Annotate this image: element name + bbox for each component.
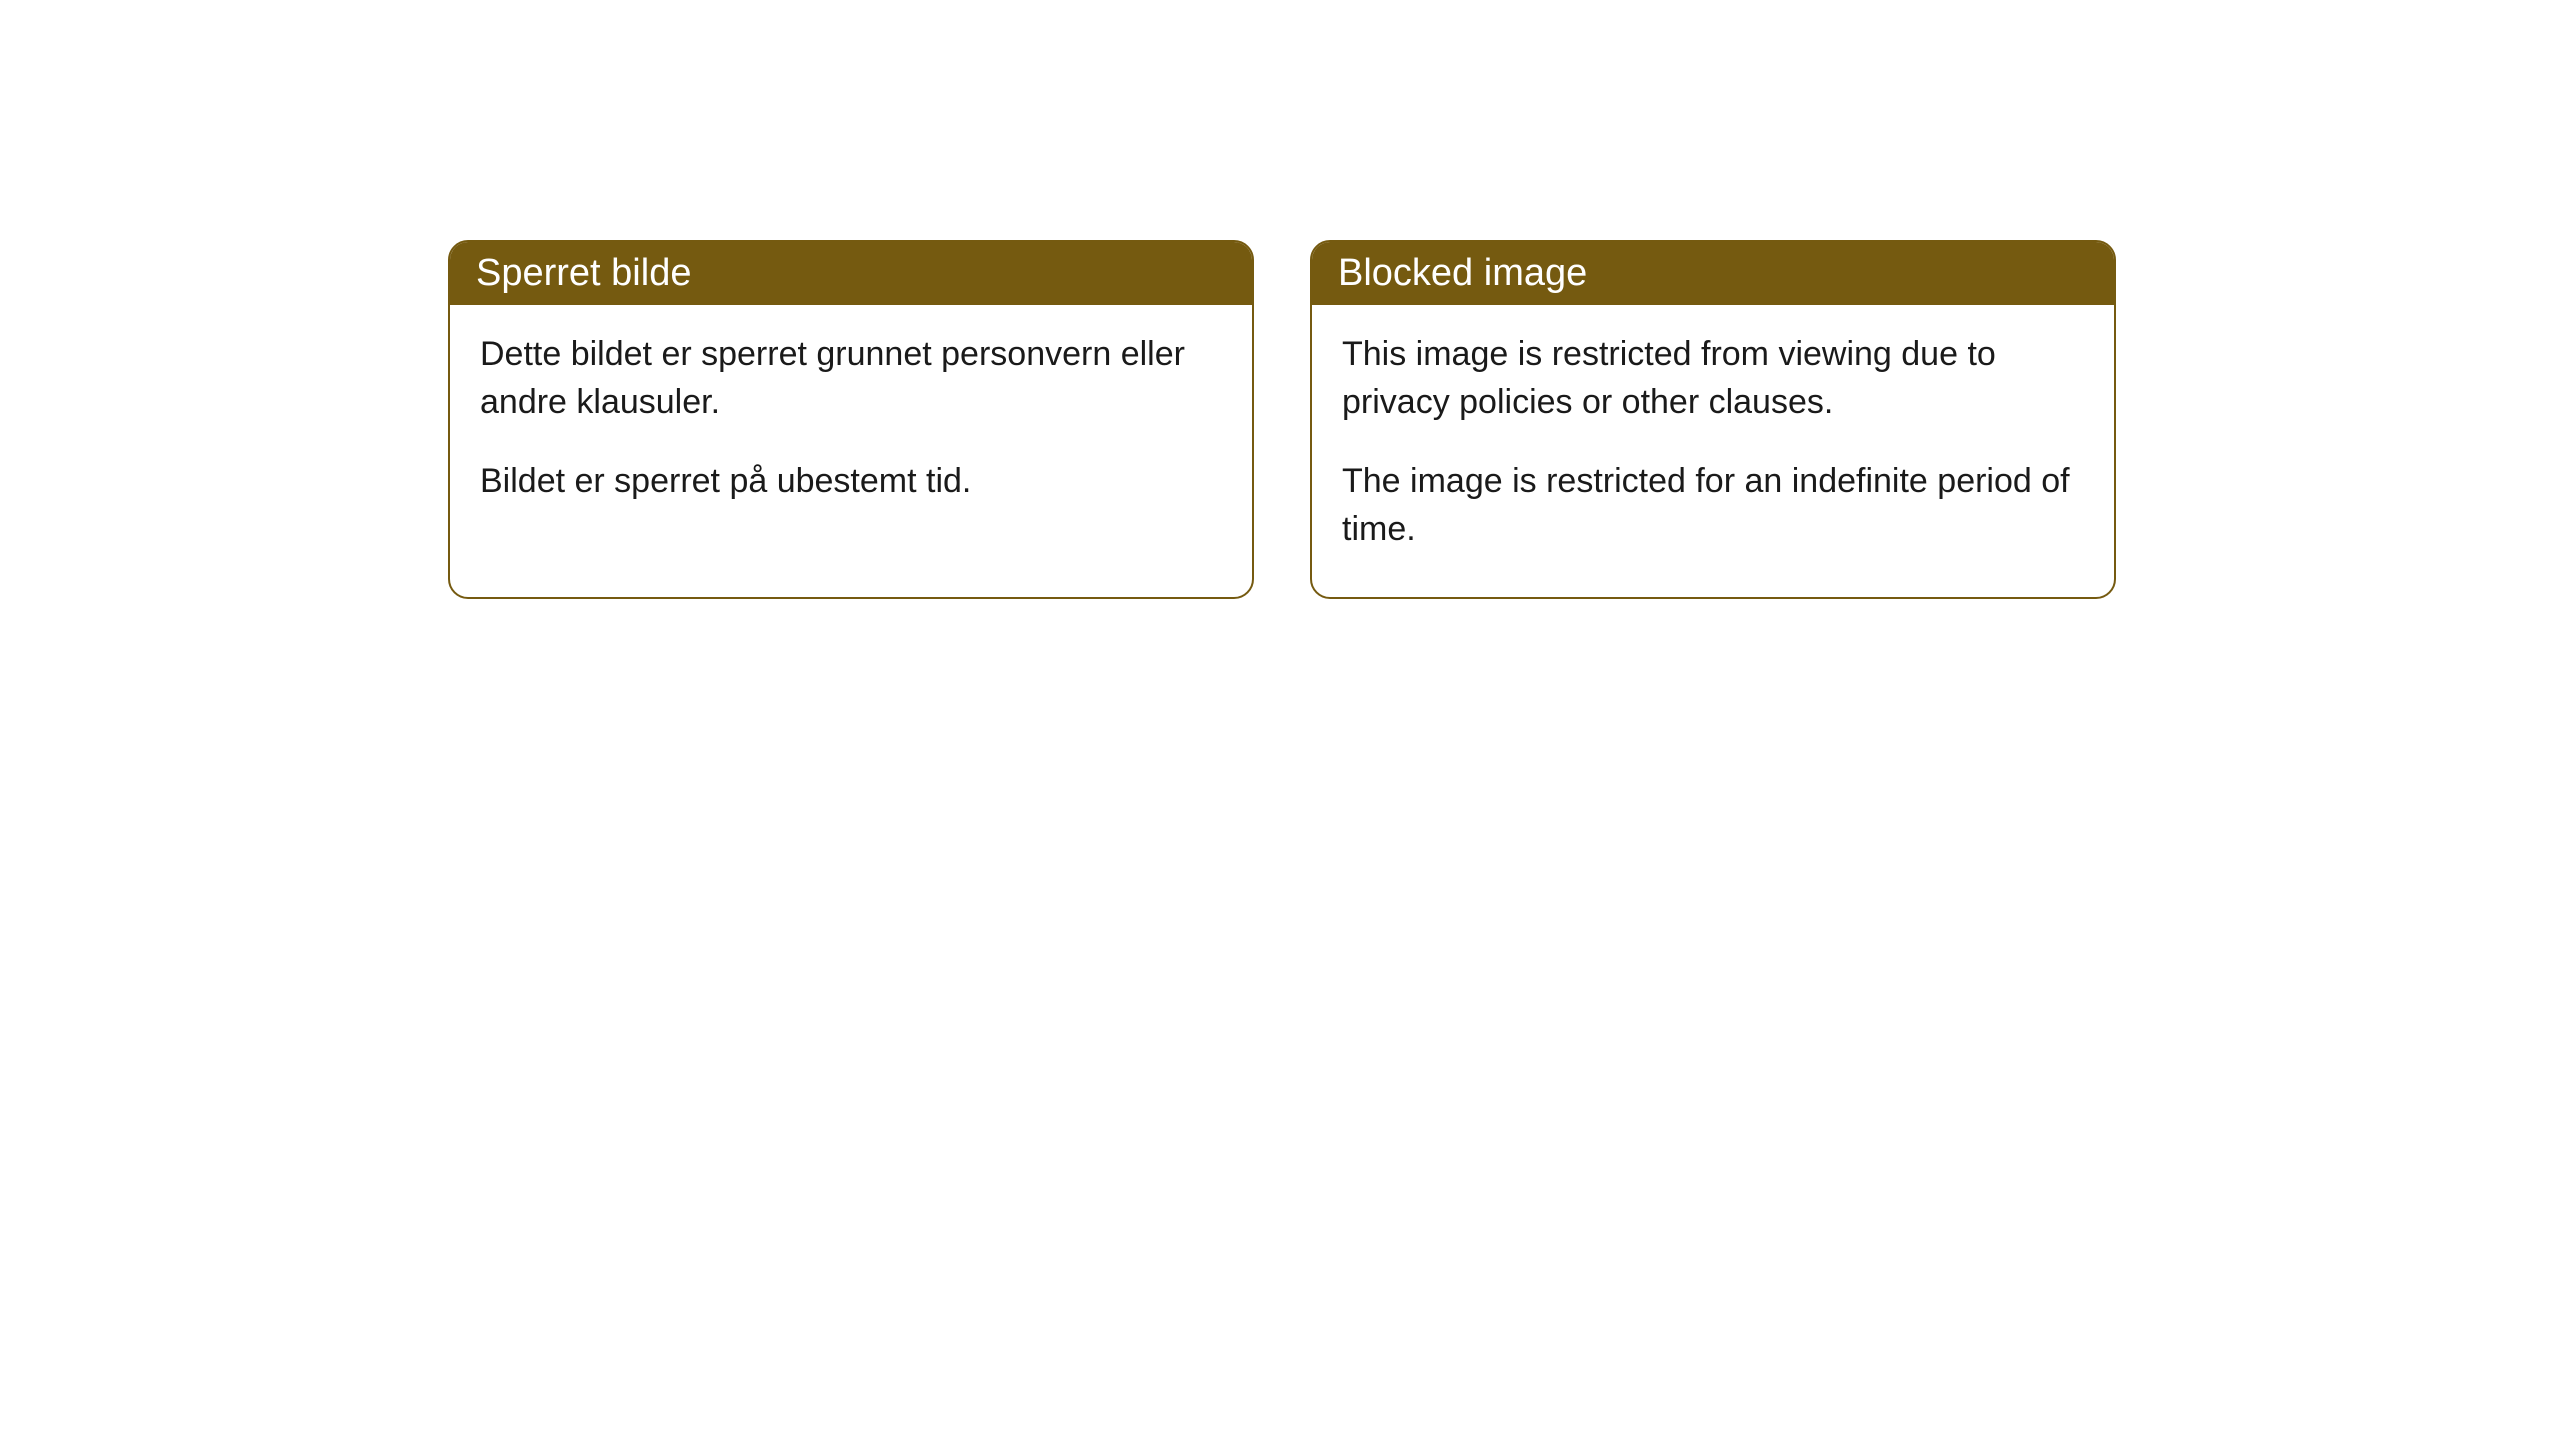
card-paragraph: This image is restricted from viewing du… bbox=[1342, 331, 2084, 426]
blocked-image-card-en: Blocked image This image is restricted f… bbox=[1310, 240, 2116, 599]
card-header: Blocked image bbox=[1312, 242, 2114, 305]
card-header: Sperret bilde bbox=[450, 242, 1252, 305]
card-body: This image is restricted from viewing du… bbox=[1312, 305, 2114, 597]
card-paragraph: Bildet er sperret på ubestemt tid. bbox=[480, 458, 1222, 506]
card-title: Blocked image bbox=[1338, 252, 1587, 294]
card-title: Sperret bilde bbox=[476, 252, 691, 294]
blocked-image-card-no: Sperret bilde Dette bildet er sperret gr… bbox=[448, 240, 1254, 599]
card-paragraph: Dette bildet er sperret grunnet personve… bbox=[480, 331, 1222, 426]
notice-cards-container: Sperret bilde Dette bildet er sperret gr… bbox=[0, 0, 2560, 599]
card-body: Dette bildet er sperret grunnet personve… bbox=[450, 305, 1252, 550]
card-paragraph: The image is restricted for an indefinit… bbox=[1342, 458, 2084, 553]
